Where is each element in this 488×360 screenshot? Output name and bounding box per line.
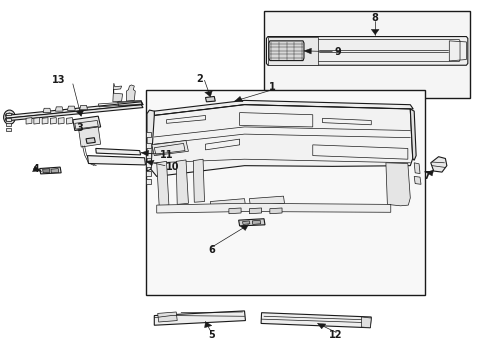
Polygon shape [193, 159, 204, 202]
Polygon shape [26, 118, 32, 124]
Polygon shape [154, 100, 412, 116]
Text: 9: 9 [334, 46, 341, 57]
Polygon shape [76, 111, 83, 116]
Text: 6: 6 [207, 245, 214, 255]
Polygon shape [234, 96, 243, 102]
Polygon shape [269, 208, 282, 214]
Polygon shape [317, 323, 325, 329]
Text: 2: 2 [196, 74, 203, 84]
Bar [146, 90, 424, 296]
Polygon shape [157, 161, 168, 206]
Polygon shape [84, 130, 92, 135]
Text: 10: 10 [166, 162, 179, 172]
Polygon shape [5, 129, 11, 131]
Polygon shape [146, 160, 154, 166]
Polygon shape [425, 170, 433, 176]
Polygon shape [86, 138, 95, 143]
Polygon shape [238, 219, 264, 226]
Polygon shape [40, 167, 61, 174]
Polygon shape [154, 311, 245, 325]
Polygon shape [42, 118, 48, 124]
Polygon shape [146, 179, 151, 184]
Polygon shape [268, 41, 304, 60]
Polygon shape [361, 317, 370, 328]
Polygon shape [146, 171, 151, 176]
Polygon shape [267, 37, 317, 65]
Polygon shape [73, 116, 101, 131]
Polygon shape [42, 168, 50, 173]
Text: 8: 8 [371, 13, 378, 23]
Polygon shape [5, 102, 143, 118]
Polygon shape [80, 105, 87, 110]
Text: 5: 5 [207, 330, 214, 340]
Polygon shape [413, 163, 419, 174]
Polygon shape [266, 37, 467, 65]
Ellipse shape [3, 110, 15, 125]
Polygon shape [210, 199, 245, 209]
Polygon shape [204, 321, 211, 328]
Polygon shape [304, 48, 311, 54]
Polygon shape [430, 157, 446, 172]
Polygon shape [242, 221, 249, 225]
Polygon shape [157, 203, 390, 213]
Polygon shape [370, 30, 378, 35]
Polygon shape [249, 208, 261, 214]
Text: 12: 12 [329, 330, 342, 340]
Polygon shape [126, 85, 135, 101]
Polygon shape [32, 166, 41, 172]
Polygon shape [158, 312, 177, 322]
Polygon shape [205, 96, 215, 102]
Text: 11: 11 [160, 150, 173, 160]
Bar [264, 11, 469, 98]
Ellipse shape [109, 158, 126, 162]
Polygon shape [152, 140, 188, 156]
Polygon shape [261, 313, 370, 328]
Polygon shape [252, 220, 260, 225]
Polygon shape [249, 196, 284, 206]
Polygon shape [5, 113, 11, 116]
Polygon shape [5, 123, 11, 126]
Polygon shape [50, 118, 56, 124]
Polygon shape [204, 91, 212, 97]
Polygon shape [151, 105, 412, 176]
Polygon shape [141, 150, 148, 156]
Polygon shape [409, 109, 415, 160]
Text: 1: 1 [269, 82, 276, 93]
Polygon shape [146, 153, 151, 158]
Polygon shape [5, 105, 143, 121]
Text: 7: 7 [422, 171, 429, 181]
Polygon shape [413, 176, 420, 184]
Polygon shape [240, 225, 248, 230]
Text: 3: 3 [77, 123, 83, 133]
Polygon shape [147, 110, 154, 171]
Polygon shape [43, 108, 51, 113]
Text: 4: 4 [33, 164, 40, 174]
Polygon shape [176, 160, 188, 204]
Polygon shape [228, 208, 241, 214]
Polygon shape [79, 127, 101, 147]
Polygon shape [58, 118, 64, 124]
Polygon shape [113, 83, 122, 102]
Polygon shape [146, 132, 151, 137]
Polygon shape [34, 118, 40, 124]
Polygon shape [67, 106, 75, 111]
Polygon shape [5, 118, 11, 121]
Polygon shape [146, 162, 151, 167]
Polygon shape [146, 143, 151, 148]
Polygon shape [96, 148, 141, 155]
Polygon shape [55, 107, 63, 111]
Polygon shape [66, 118, 72, 124]
Polygon shape [87, 156, 145, 165]
Polygon shape [51, 168, 59, 173]
Polygon shape [385, 163, 409, 206]
Text: 13: 13 [51, 75, 65, 85]
